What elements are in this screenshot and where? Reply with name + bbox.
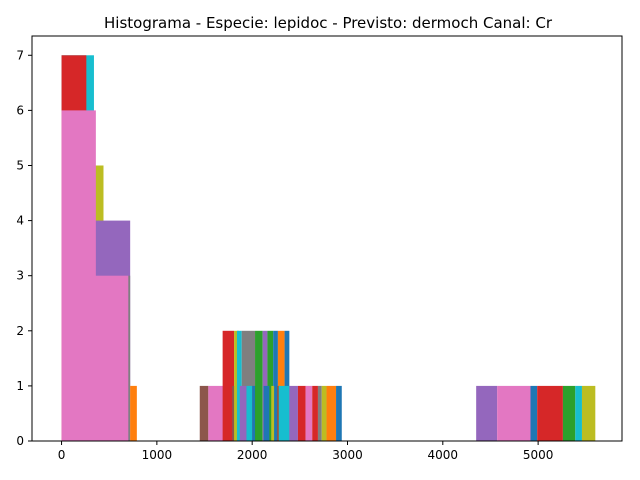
histogram-bar-27 [278, 385, 290, 441]
histogram-bar-8 [199, 385, 209, 441]
histogram-bar-40 [562, 385, 576, 441]
histogram-bar-4 [128, 275, 131, 441]
histogram-bar-12 [234, 330, 239, 441]
x-tick-label: 2000 [237, 448, 268, 462]
y-tick-label: 3 [16, 269, 24, 283]
histogram-bar-33 [321, 385, 327, 441]
histogram-bar-6 [61, 110, 96, 441]
y-axis: 0 1 2 3 4 5 6 7 [16, 48, 32, 448]
x-axis: 0 1000 2000 3000 4000 5000 [58, 441, 554, 462]
y-tick-label: 7 [16, 48, 24, 62]
histogram-bar-21 [273, 330, 278, 441]
histogram-bar-32 [317, 385, 322, 441]
y-tick-label: 5 [16, 158, 24, 172]
x-tick-label: 0 [58, 448, 66, 462]
histogram-bar-36 [476, 385, 498, 441]
histogram-bar-34 [326, 385, 337, 441]
plot-frame [31, 35, 623, 442]
histogram-bar-38 [530, 385, 538, 441]
histogram-bar-42 [581, 385, 596, 441]
y-tick-label: 4 [16, 214, 24, 228]
histogram-bar-25 [271, 385, 275, 441]
y-tick-label: 1 [16, 379, 24, 393]
histogram-bar-24 [263, 385, 270, 441]
histogram-bar-29 [297, 385, 306, 441]
histogram-bar-13 [236, 330, 242, 441]
histogram-bar-35 [336, 385, 342, 441]
histogram-bar-5 [130, 385, 137, 441]
bars-layer [61, 55, 596, 442]
histogram-bar-26 [276, 385, 279, 441]
x-tick-label: 3000 [332, 448, 363, 462]
histogram-bar-18 [255, 330, 263, 441]
histogram-bar-28 [289, 385, 298, 441]
chart-title: Histograma - Especie: lepidoc - Previsto… [104, 14, 553, 32]
y-tick-label: 0 [16, 434, 24, 448]
y-tick-label: 6 [16, 103, 24, 117]
histogram-bar-10 [222, 330, 235, 441]
histogram-bar-31 [312, 385, 318, 441]
histogram-bar-37 [497, 385, 531, 441]
histogram-bar-30 [305, 385, 313, 441]
y-tick-label: 2 [16, 324, 24, 338]
histogram-bar-20 [267, 330, 274, 441]
histogram-bar-41 [575, 385, 582, 441]
histogram-bar-39 [537, 385, 563, 441]
histogram-bar-15 [239, 385, 247, 441]
histogram-bar-16 [246, 385, 253, 441]
x-tick-label: 1000 [142, 448, 173, 462]
x-tick-label: 5000 [523, 448, 554, 462]
histogram-bar-7 [94, 275, 129, 441]
x-tick-label: 4000 [428, 448, 459, 462]
